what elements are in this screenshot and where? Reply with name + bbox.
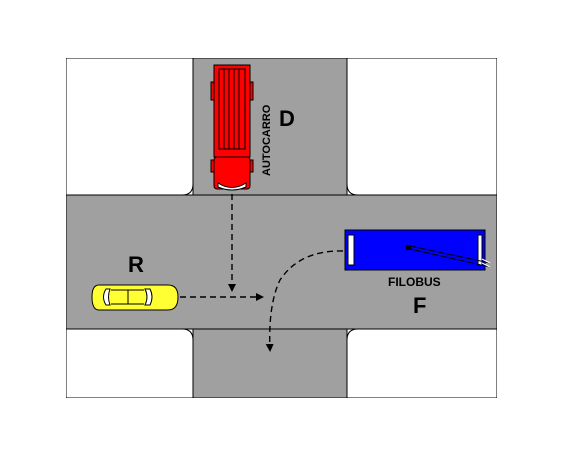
truck-type-label: AUTOCARRO	[261, 104, 273, 176]
curb-bottom-left	[65, 328, 194, 399]
truck-letter: D	[279, 106, 295, 131]
trolleybus-f	[344, 229, 491, 271]
curb-bottom-right	[346, 328, 498, 399]
truck-d	[210, 64, 254, 191]
trolleybus-letter: F	[413, 293, 426, 318]
curb-top-left	[65, 57, 194, 196]
path-trolleybus-f	[265, 250, 344, 352]
trajectories	[180, 194, 344, 352]
car-letter: R	[128, 252, 144, 277]
curb-top-right	[346, 57, 498, 196]
trolleybus-type-label: FILOBUS	[388, 275, 441, 289]
car-r	[91, 284, 179, 311]
